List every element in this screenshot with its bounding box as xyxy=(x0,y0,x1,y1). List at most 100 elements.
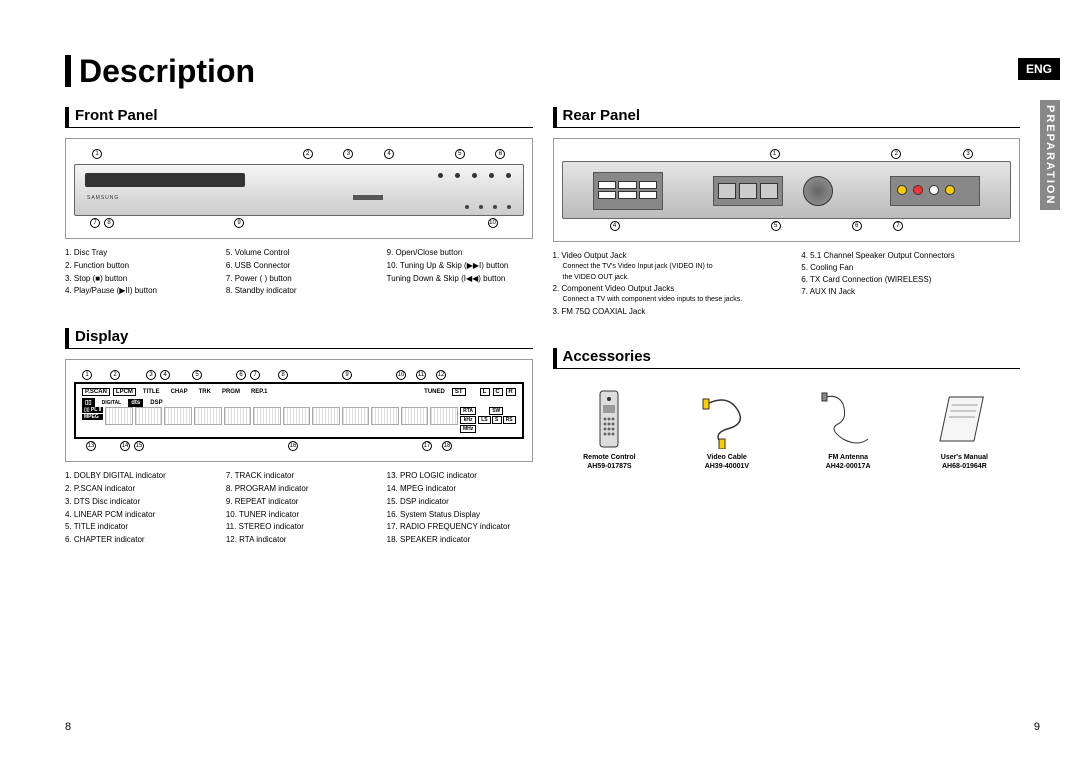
legend-item: 1. Video Output Jack xyxy=(553,250,772,262)
st-indicator: ST xyxy=(452,388,466,396)
callout: 9 xyxy=(342,370,352,380)
r-indicator: R xyxy=(506,388,516,396)
khz-indicator: kHz xyxy=(460,416,476,424)
rear-panel-legend: 1. Video Output Jack Connect the TV's Vi… xyxy=(553,250,1021,318)
legend-item: 9. Open/Close button xyxy=(387,247,533,260)
callout: 9 xyxy=(234,218,244,228)
trk-indicator: TRK xyxy=(195,389,215,395)
legend-item: 2. P.SCAN indicator xyxy=(65,483,211,496)
callout: 2 xyxy=(891,149,901,159)
accessories-heading: Accessories xyxy=(553,348,1021,369)
legend-item: 4. 5.1 Channel Speaker Output Connectors xyxy=(801,250,1020,262)
rear-panel-heading: Rear Panel xyxy=(553,107,1021,128)
legend-item: 1. Disc Tray xyxy=(65,247,211,260)
callout: 10 xyxy=(488,218,498,228)
cable-icon xyxy=(697,389,757,449)
front-device-illustration: SAMSUNG xyxy=(74,164,524,216)
callout: 16 xyxy=(288,441,298,451)
page-number-right: 9 xyxy=(1034,721,1040,733)
callout: 1 xyxy=(82,370,92,380)
callout: 8 xyxy=(278,370,288,380)
legend-item: 4. LINEAR PCM indicator xyxy=(65,509,211,522)
legend-item: 1. DOLBY DIGITAL indicator xyxy=(65,470,211,483)
callout: 5 xyxy=(771,221,781,231)
digital-indicator: DIGITAL xyxy=(98,400,126,406)
manual-icon xyxy=(939,389,989,449)
front-panel-diagram: 1 2 3 4 5 6 SAMSUNG 7 8 9 10 xyxy=(65,138,533,239)
legend-item: 8. PROGRAM indicator xyxy=(226,483,372,496)
l-indicator: L xyxy=(480,388,490,396)
lang-badge: ENG xyxy=(1018,58,1060,80)
callout: 8 xyxy=(104,218,114,228)
callout: 7 xyxy=(893,221,903,231)
callout: 4 xyxy=(610,221,620,231)
remote-icon xyxy=(594,389,624,449)
accessory-cable: Video CableAH39-40001V xyxy=(697,389,757,471)
legend-item: 14. MPEG indicator xyxy=(387,483,533,496)
legend-item: 12. RTA indicator xyxy=(226,534,372,547)
antenna-icon xyxy=(818,389,878,449)
callout: 3 xyxy=(963,149,973,159)
legend-item: 6. CHAPTER indicator xyxy=(65,534,211,547)
front-panel-heading: Front Panel xyxy=(65,107,533,128)
legend-item: 10. Tuning Up & Skip (▶▶I) button xyxy=(387,260,533,273)
callout: 15 xyxy=(134,441,144,451)
callout: 5 xyxy=(455,149,465,159)
legend-item: 4. Play/Pause (▶II) button xyxy=(65,285,211,298)
legend-item: 13. PRO LOGIC indicator xyxy=(387,470,533,483)
callout: 4 xyxy=(384,149,394,159)
callout: 18 xyxy=(442,441,452,451)
callout: 11 xyxy=(416,370,426,380)
page-title: Description xyxy=(65,55,533,87)
callout: 7 xyxy=(90,218,100,228)
pscan-indicator: P.SCAN xyxy=(82,388,110,396)
title-indicator: TITLE xyxy=(139,389,164,395)
legend-item: 8. Standby indicator xyxy=(226,285,372,298)
callout: 5 xyxy=(192,370,202,380)
chap-indicator: CHAP xyxy=(167,389,192,395)
mhz-indicator: MHz xyxy=(460,425,476,433)
callout: 4 xyxy=(160,370,170,380)
legend-item: 2. Component Video Output Jacks xyxy=(553,283,772,295)
lpcm-indicator: LPCM xyxy=(113,388,136,396)
dsp-indicator: DSP xyxy=(146,400,166,406)
accessory-antenna: FM AntennaAH42-00017A xyxy=(818,389,878,471)
callout: 6 xyxy=(236,370,246,380)
page-number-left: 8 xyxy=(65,721,71,733)
ls-indicator: LS xyxy=(478,416,490,424)
legend-sub: Connect a TV with component video inputs… xyxy=(553,295,772,306)
pl-indicator: ▯▯ PL II xyxy=(82,407,103,413)
legend-item: 15. DSP indicator xyxy=(387,496,533,509)
callout: 6 xyxy=(852,221,862,231)
front-panel-legend: 1. Disc Tray 2. Function button 3. Stop … xyxy=(65,247,533,298)
tuned-indicator: TUNED xyxy=(420,389,449,395)
display-legend: 1. DOLBY DIGITAL indicator 2. P.SCAN ind… xyxy=(65,470,533,547)
legend-item: 9. REPEAT indicator xyxy=(226,496,372,509)
callout: 6 xyxy=(495,149,505,159)
legend-item: 7. TRACK indicator xyxy=(226,470,372,483)
callout: 2 xyxy=(110,370,120,380)
legend-item: Tuning Down & Skip (I◀◀) button xyxy=(387,273,533,286)
legend-item: 3. DTS Disc indicator xyxy=(65,496,211,509)
legend-item: 16. System Status Display xyxy=(387,509,533,522)
callout: 12 xyxy=(436,370,446,380)
accessories-row: Remote ControlAH59-01787S Video CableAH3… xyxy=(553,379,1021,475)
legend-item: 18. SPEAKER indicator xyxy=(387,534,533,547)
callout: 7 xyxy=(250,370,260,380)
callout: 3 xyxy=(343,149,353,159)
rep-indicator: REP.1 xyxy=(247,389,272,395)
legend-item: 6. USB Connector xyxy=(226,260,372,273)
legend-item: 5. Volume Control xyxy=(226,247,372,260)
sw-indicator: SW xyxy=(489,407,503,415)
mpeg-indicator: MPEG xyxy=(82,414,103,420)
display-diagram: 1 2 3 4 5 6 7 8 9 10 11 12 P.SCAN LPCM T… xyxy=(65,359,533,462)
rs-indicator: RS xyxy=(503,416,516,424)
callout: 14 xyxy=(120,441,130,451)
legend-item: 7. Power ( ) button xyxy=(226,273,372,286)
display-heading: Display xyxy=(65,328,533,349)
prgm-indicator: PRGM xyxy=(218,389,244,395)
callout: 13 xyxy=(86,441,96,451)
callout: 17 xyxy=(422,441,432,451)
legend-item: 11. STEREO indicator xyxy=(226,521,372,534)
callout: 2 xyxy=(303,149,313,159)
